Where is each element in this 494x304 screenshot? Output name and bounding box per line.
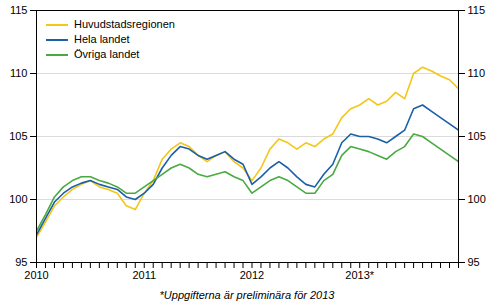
svg-text:2011: 2011 bbox=[132, 269, 156, 281]
svg-text:105: 105 bbox=[9, 130, 27, 142]
svg-text:2010: 2010 bbox=[24, 269, 48, 281]
html-text:Övriga landet: Övriga landet bbox=[74, 48, 140, 60]
svg-text:95: 95 bbox=[468, 256, 480, 268]
svg-text:110: 110 bbox=[10, 67, 28, 79]
svg-text:110: 110 bbox=[468, 67, 486, 79]
svg-text:105: 105 bbox=[468, 130, 486, 142]
html-text:Hela landet: Hela landet bbox=[74, 33, 130, 45]
svg-text:100: 100 bbox=[9, 193, 27, 205]
svg-text:115: 115 bbox=[468, 4, 486, 16]
svg-text:2012: 2012 bbox=[240, 269, 264, 281]
svg-text:95: 95 bbox=[15, 256, 27, 268]
svg-text:115: 115 bbox=[10, 4, 28, 16]
html-text:*Uppgifterna är preliminära fö: *Uppgifterna är preliminära för 2013 bbox=[159, 289, 335, 301]
svg-text:100: 100 bbox=[468, 193, 486, 205]
svg-text:2013*: 2013* bbox=[345, 269, 374, 281]
html-text:Huvudstadsregionen: Huvudstadsregionen bbox=[74, 18, 175, 30]
